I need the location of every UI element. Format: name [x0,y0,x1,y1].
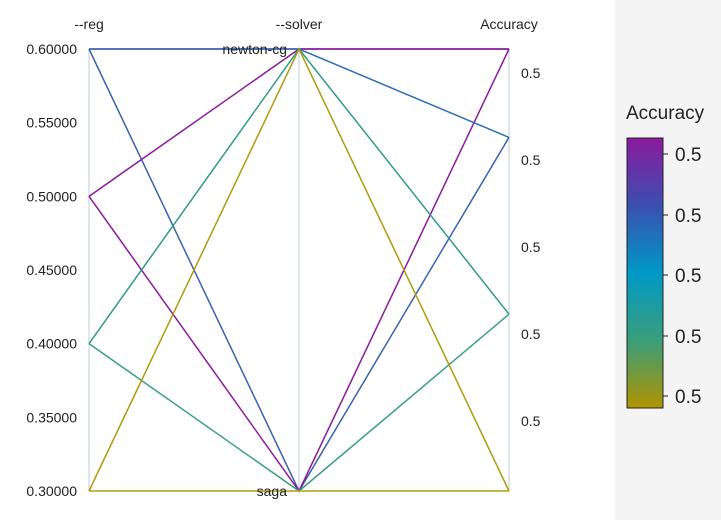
reg-tick-label: 0.30000 [26,483,77,499]
colorbar-panel: Accuracy 0.5 0.5 0.5 0.5 0.5 [615,0,721,520]
accuracy-tick-label: 0.5 [521,152,541,168]
accuracy-tick-label: 0.5 [521,413,541,429]
axis-title-reg: --reg [74,16,104,32]
colorbar-tick-label: 0.5 [675,145,701,166]
colorbar-title: Accuracy [626,103,705,124]
reg-tick-label: 0.35000 [26,409,77,425]
axis-title-accuracy: Accuracy [480,16,538,32]
accuracy-colorbar: Accuracy 0.5 0.5 0.5 0.5 0.5 [626,103,705,409]
parallel-coordinates-plot: --reg --solver Accuracy 0.60000 0.55000 0.500… [26,16,541,499]
colorbar-tick-label: 0.5 [675,327,701,348]
accuracy-tick-label: 0.5 [521,239,541,255]
accuracy-tick-label: 0.5 [521,326,541,342]
axis-title-solver: --solver [276,16,323,32]
solver-category-label: newton-cg [222,41,287,57]
colorbar-tick-label: 0.5 [675,266,701,287]
colorbar-bar [626,137,664,409]
reg-tick-label: 0.40000 [26,336,77,352]
reg-tick-label: 0.45000 [26,262,77,278]
solver-category-label: saga [257,483,288,499]
colorbar-tick-label: 0.5 [675,206,701,227]
parallel-coordinates-chart: --reg --solver Accuracy 0.60000 0.55000 0.500… [26,16,541,499]
reg-tick-label: 0.55000 [26,115,77,131]
reg-tick-label: 0.60000 [26,41,77,57]
data-line [88,47,510,492]
colorbar-tick-label: 0.5 [675,387,701,408]
reg-tick-label: 0.50000 [26,188,77,204]
accuracy-tick-label: 0.5 [521,65,541,81]
